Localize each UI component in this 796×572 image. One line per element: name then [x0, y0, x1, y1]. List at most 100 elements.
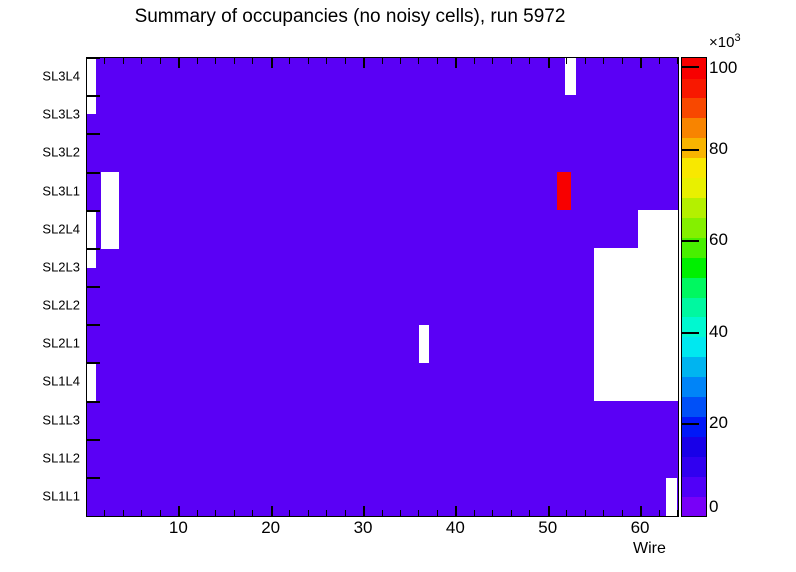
color-bar-tick: [681, 240, 699, 243]
heatmap-empty-cell: [87, 363, 96, 401]
color-bar-band: [682, 257, 706, 278]
heatmap-empty-cell: [101, 172, 119, 249]
y-axis-tick: [86, 209, 100, 212]
x-axis-minor-tick: [159, 510, 161, 516]
x-axis-minor-tick: [436, 510, 438, 516]
color-bar-band: [682, 336, 706, 358]
y-axis-label-sl2l4: SL2L4: [42, 221, 80, 237]
heatmap-empty-cell: [87, 210, 96, 268]
color-bar-band: [682, 77, 706, 99]
x-axis-top-tick: [104, 58, 106, 64]
x-axis-tick-label: 20: [261, 518, 281, 537]
x-axis-title: Wire: [633, 540, 666, 557]
y-axis-label-sl1l3: SL1L3: [42, 412, 80, 428]
y-axis-tick: [86, 247, 100, 250]
x-axis-top-tick: [196, 58, 198, 64]
x-axis-top-tick: [252, 58, 254, 64]
x-axis-tick-label: 30: [353, 518, 373, 537]
x-axis-top-tick: [510, 58, 512, 64]
x-axis-minor-tick: [252, 510, 254, 516]
y-axis-tick: [86, 362, 100, 365]
color-bar-band: [682, 396, 706, 418]
color-bar-band: [682, 157, 706, 179]
x-axis-top-tick: [289, 58, 291, 64]
color-bar-band: [682, 237, 706, 258]
x-axis-top-tick: [455, 58, 458, 68]
color-bar-band: [682, 296, 706, 318]
x-axis-top-tick: [584, 58, 586, 64]
x-axis-minor-tick: [196, 510, 198, 516]
color-bar-tick: [681, 423, 699, 426]
heatmap-hot-cell[interactable]: [557, 172, 571, 210]
color-bar-band: [682, 416, 706, 437]
heatmap-empty-cell: [594, 248, 678, 401]
plot-frame[interactable]: [86, 57, 679, 517]
x-axis-top-tick: [381, 58, 383, 64]
y-axis-label-sl1l4: SL1L4: [42, 373, 80, 389]
color-bar-tick: [681, 148, 699, 151]
y-axis-tick: [86, 438, 100, 441]
x-axis-top-tick: [178, 58, 181, 68]
y-axis-label-sl3l3: SL3L3: [42, 106, 80, 122]
heatmap-empty-cell: [615, 363, 626, 401]
x-axis-top-tick: [159, 58, 161, 64]
x-axis-tick-label: 10: [168, 518, 188, 537]
y-axis-label-sl3l4: SL3L4: [42, 68, 80, 84]
heatmap-background: [87, 58, 678, 516]
y-axis-label-sl2l3: SL2L3: [42, 259, 80, 275]
x-axis-minor-tick: [104, 510, 106, 516]
color-bar-tick-label: 60: [709, 230, 728, 250]
heatmap-empty-cell: [638, 210, 678, 248]
color-bar-tick-label: 100: [709, 58, 738, 77]
page-title: Summary of occupancies (no noisy cells),…: [134, 6, 566, 27]
x-axis-minor-tick: [233, 510, 235, 516]
x-axis-top-tick: [658, 58, 660, 64]
color-bar-tick-label: 40: [709, 321, 728, 341]
x-axis-top-tick: [621, 58, 623, 64]
x-axis-minor-tick: [215, 510, 217, 516]
x-axis-major-tick: [270, 506, 273, 516]
color-bar[interactable]: [681, 57, 707, 517]
x-axis-tick-label: 40: [445, 518, 465, 537]
x-axis-minor-tick: [566, 510, 568, 516]
x-axis-minor-tick: [492, 510, 494, 516]
x-axis-minor-tick: [122, 510, 124, 516]
color-bar-band: [682, 496, 706, 516]
x-axis-minor-tick: [658, 510, 660, 516]
x-axis-major-tick: [363, 506, 366, 516]
x-axis-major-tick: [178, 506, 181, 516]
color-bar-band: [682, 197, 706, 218]
x-axis-top-tick: [233, 58, 235, 64]
x-axis-top-tick: [640, 58, 643, 68]
color-bar-band: [682, 177, 706, 198]
x-axis-top-tick: [529, 58, 531, 64]
x-axis-major-tick: [640, 506, 643, 516]
color-bar-band: [682, 356, 706, 378]
color-bar-band: [682, 117, 706, 139]
x-axis-minor-tick: [584, 510, 586, 516]
x-axis-minor-tick: [621, 510, 623, 516]
y-axis-label-sl3l2: SL3L2: [42, 144, 80, 160]
x-axis-minor-tick: [307, 510, 309, 516]
x-axis-top-tick: [436, 58, 438, 64]
color-bar-tick: [681, 331, 699, 334]
x-axis-top-tick: [603, 58, 605, 64]
y-axis-tick: [86, 400, 100, 403]
y-axis-label-sl1l1: SL1L1: [42, 488, 80, 504]
color-bar-band: [682, 476, 706, 497]
color-bar-tick: [681, 66, 699, 68]
x-axis-minor-tick: [381, 510, 383, 516]
x-axis-top-tick: [473, 58, 475, 64]
x-axis-minor-tick: [399, 510, 401, 516]
color-bar-band: [682, 137, 706, 159]
x-axis-top-tick: [363, 58, 366, 68]
x-axis-minor-tick: [344, 510, 346, 516]
x-axis-top-tick: [547, 58, 550, 68]
x-axis-major-tick: [547, 506, 550, 516]
x-axis-top-tick: [122, 58, 124, 64]
color-bar-band: [682, 58, 706, 79]
x-axis-major-tick: [455, 506, 458, 516]
color-bar-band: [682, 316, 706, 338]
y-axis-label-sl1l2: SL1L2: [42, 450, 80, 466]
color-bar-band: [682, 277, 706, 298]
